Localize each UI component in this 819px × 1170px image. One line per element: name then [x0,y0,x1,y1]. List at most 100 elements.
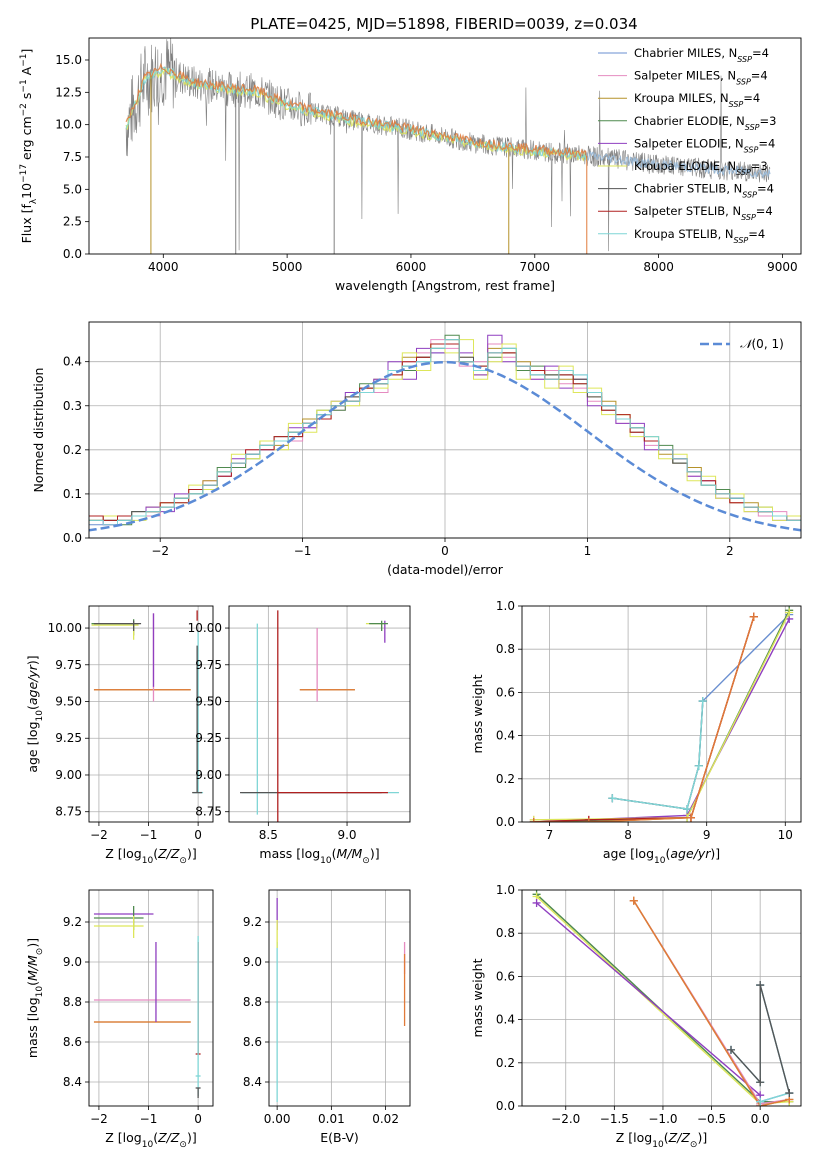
y-axis-label-part: M/M [25,955,40,981]
x-tick-label: 0 [194,1112,202,1126]
y-tick-label: 0.0 [496,1099,515,1113]
x-axis-label: mass [log10(M/M⊙)] [259,846,379,866]
legend-label-part: =4 [756,204,773,218]
legend-label: Chabrier ELODIE, NSSP=3 [634,114,776,132]
weight-marker [608,794,617,803]
weight-marker [683,805,692,814]
x-axis-label-part: Z [log [616,1130,652,1145]
plot-frame [228,605,411,823]
weight-marker [785,1089,794,1098]
x-tick-label: −1.0 [648,1112,677,1126]
weight-line [612,700,704,810]
y-tick-label: 0.1 [63,487,82,501]
x-tick-label: 0.00 [264,1112,291,1126]
x-axis-label-part: Z [log [105,1130,141,1145]
weight-series [529,606,794,822]
legend-label-part: Salpeter ELODIE, N [634,136,744,150]
x-tick-label: 8 [624,828,632,842]
y-axis-label-part: erg cm [19,116,34,164]
y-tick-label: 1.0 [496,599,515,613]
legend-label-part: SSP [734,235,749,244]
errorbar-point [195,936,201,1096]
y-axis-label-part: ⊙ [35,948,45,956]
legend-label-part: SSP [741,213,756,222]
legend-label-part: 𝒩 [740,337,755,351]
errorbar-point [93,916,144,938]
x-tick-label: 0.0 [751,1112,770,1126]
x-axis-label-part: Z/Z [157,846,180,861]
y-axis-label-part: ( [25,705,40,710]
plot-frame [268,889,411,1107]
y-tick-label: 0.8 [496,926,515,940]
legend-label-part: =4 [748,227,765,241]
x-axis-label-part: ( [664,1130,669,1145]
legend-label-part: =4 [752,46,769,60]
y-axis-label-part: 10 [35,710,45,722]
x-axis-label: Z [log10(Z/Z⊙)] [105,846,196,866]
legend-label-part: =3 [751,159,768,173]
x-tick-label: 4000 [148,260,179,274]
x-tick-label: −2 [151,544,169,558]
plot-frame [521,889,802,1107]
y-tick-label: 0.4 [496,729,515,743]
x-tick-label: −1 [294,544,312,558]
y-axis-label: mass weight [470,958,485,1037]
spectrum-model-line [125,62,588,159]
y-tick-label: 8.6 [243,1035,262,1049]
x-tick-label: 7000 [520,260,551,274]
legend-label-part: SSP [742,190,757,199]
x-axis-label: wavelength [Angstrom, rest frame] [335,278,555,293]
y-tick-label: 9.75 [55,658,82,672]
y-axis-label-part: )] [25,655,40,665]
legend-label: Salpeter STELIB, NSSP=4 [634,204,773,222]
y-tick-label: 9.75 [195,658,222,672]
y-tick-label: 0.2 [63,443,82,457]
weight-marker [756,1078,765,1087]
legend-label-part: =4 [758,136,775,150]
legend-label: Salpeter MILES, NSSP=4 [634,69,768,87]
y-axis-label: Normed distribution [31,368,46,493]
x-tick-label: 10 [778,828,793,842]
x-tick-label: 8000 [643,260,674,274]
errorbar-points [240,610,399,822]
errorbar-points [93,906,201,1098]
plot-frame [521,605,802,823]
legend-label-part: Chabrier ELODIE, N [634,114,745,128]
y-tick-label: 8.8 [243,995,262,1009]
y-tick-label: 0.0 [496,815,515,829]
legend-label: 𝒩(0, 1) [740,337,784,351]
y-tick-label: 15.0 [55,53,82,67]
weight-marker [686,813,695,822]
y-tick-label: 0.2 [496,1056,515,1070]
x-axis-label-part: 10 [320,856,332,866]
y-axis-label-part: λ [29,198,39,204]
y-tick-label: 0.0 [63,531,82,545]
x-tick-label: 7 [546,828,554,842]
y-tick-label: 0.0 [63,247,82,261]
x-axis-label-part: (data-model)/error [387,562,504,577]
plot-frame [88,889,214,1107]
y-tick-label: 10.0 [55,118,82,132]
residual-histogram-panel: −2 −1 0 1 2 0.0 0.1 0.2 0.3 0.4 (data-model)/error… [31,321,802,577]
y-tick-label: 9.25 [195,731,222,745]
y-tick-label: 9.0 [243,955,262,969]
x-axis-label-part: M/M [337,846,363,861]
y-tick-label: 12.5 [55,85,82,99]
legend-label-part: =4 [757,182,774,196]
y-tick-label: 8.4 [243,1075,262,1089]
x-tick-label: 6000 [396,260,427,274]
errorbar-points [276,898,406,1102]
y-tick-label: 9.2 [243,915,262,929]
weight-marker [785,608,794,617]
spectrum-model-line [125,66,588,161]
y-axis-label-part: mass weight [470,958,485,1037]
y-tick-label: 8.75 [55,805,82,819]
weight-marker [727,1045,736,1054]
errorbar-point [93,620,142,631]
y-axis-label: age [log10(age/yr)] [25,655,45,772]
y-axis-label-part: 10 [35,986,45,998]
x-axis-label-part: )] [370,846,380,861]
x-tick-label: 0.02 [372,1112,399,1126]
